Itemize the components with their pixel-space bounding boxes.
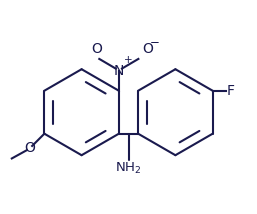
Text: O: O	[25, 141, 35, 155]
Text: N: N	[114, 64, 124, 78]
Text: +: +	[124, 55, 132, 65]
Text: O: O	[91, 42, 102, 56]
Text: F: F	[227, 84, 235, 98]
Text: NH$_2$: NH$_2$	[115, 161, 142, 176]
Text: −: −	[149, 36, 159, 49]
Text: O: O	[142, 42, 153, 56]
